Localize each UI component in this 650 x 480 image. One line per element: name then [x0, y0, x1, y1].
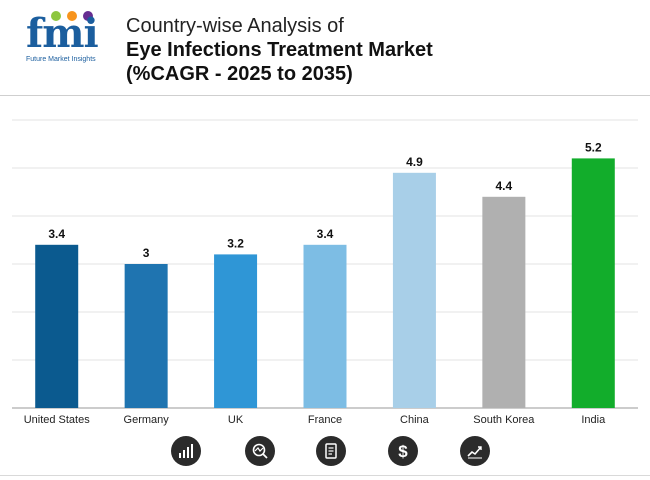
dollar-icon: $ [388, 436, 418, 466]
logo-text: fmi [26, 10, 99, 57]
footer-divider [0, 475, 650, 476]
document-icon [316, 436, 346, 466]
data-label: 5.2 [585, 140, 602, 154]
data-label: 4.9 [406, 155, 423, 169]
bar-germany [124, 264, 168, 408]
data-label: 3.4 [317, 227, 334, 241]
growth-chart-icon [171, 436, 201, 466]
logo-dots-icon [51, 11, 93, 21]
bar-india [571, 158, 615, 408]
header-divider [0, 95, 650, 96]
data-label: 3.4 [48, 227, 65, 241]
trend-chart-icon [460, 436, 490, 466]
data-label: 3 [143, 246, 150, 260]
title-line-3: (%CAGR - 2025 to 2035) [126, 63, 353, 85]
logo-subtext: Future Market Insights [26, 56, 96, 63]
header: fmi Future Market Insights Country-wise … [0, 0, 650, 96]
x-tick-label: China [400, 414, 430, 426]
bar-south-korea [482, 196, 526, 408]
x-tick-label: France [308, 414, 342, 426]
bar-uk [214, 254, 258, 408]
bar-france [303, 244, 347, 408]
svg-text:$: $ [398, 442, 408, 460]
x-tick-label: South Korea [473, 414, 535, 426]
data-label: 4.4 [496, 179, 513, 193]
x-tick-label: India [581, 414, 606, 426]
x-tick-label: UK [228, 414, 244, 426]
x-tick-label: United States [24, 414, 91, 426]
fmi-logo: fmi Future Market Insights [22, 10, 110, 70]
title-line-1: Country-wise Analysis of [126, 15, 344, 37]
bar-united-states [35, 244, 79, 408]
data-label: 3.2 [227, 236, 244, 250]
title-line-2: Eye Infections Treatment Market [126, 39, 433, 61]
x-tick-label: Germany [124, 414, 170, 426]
footer-icons: $ [0, 432, 650, 472]
chart-title: Country-wise Analysis of Eye Infections … [126, 14, 433, 86]
bar-chart: 3.4 United States 3 Germany 3.2 UK 3.4 France 4.… [12, 119, 638, 426]
bar-china [392, 172, 436, 408]
magnifier-chart-icon [245, 436, 275, 466]
